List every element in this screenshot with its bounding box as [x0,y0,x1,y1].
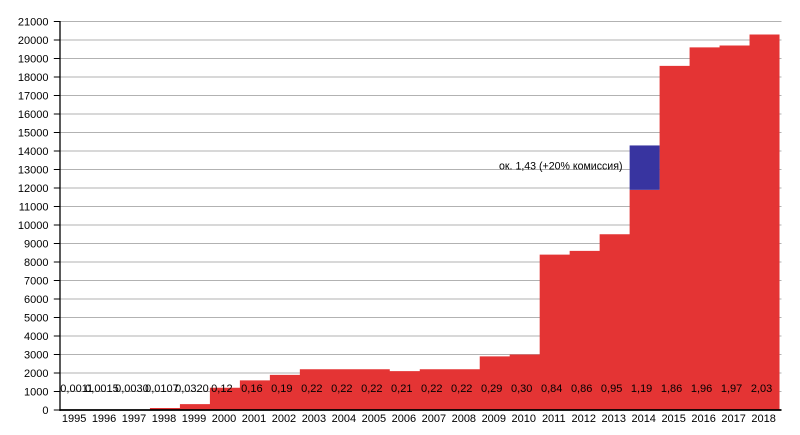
svg-text:4000: 4000 [24,331,48,343]
svg-text:2011: 2011 [542,413,566,425]
svg-text:0,86: 0,86 [571,383,592,395]
svg-text:0,22: 0,22 [421,383,442,395]
svg-text:17000: 17000 [18,91,49,103]
svg-text:9000: 9000 [24,239,48,251]
svg-text:2014: 2014 [631,413,655,425]
svg-text:2000: 2000 [24,368,48,380]
svg-text:1999: 1999 [182,413,206,425]
svg-text:0,84: 0,84 [541,383,562,395]
svg-text:ок. 1,43 (+20% комиссия): ок. 1,43 (+20% комиссия) [499,160,622,172]
svg-text:0: 0 [42,405,48,417]
svg-text:21000: 21000 [18,17,49,29]
svg-text:1,96: 1,96 [691,383,712,395]
svg-text:1995: 1995 [62,413,86,425]
svg-text:14000: 14000 [18,146,49,158]
svg-text:2003: 2003 [302,413,326,425]
svg-text:0,0030: 0,0030 [115,383,149,395]
svg-text:2,03: 2,03 [751,383,772,395]
svg-text:15000: 15000 [18,128,49,140]
svg-text:0,22: 0,22 [331,383,352,395]
svg-text:19000: 19000 [18,54,49,66]
svg-text:0,0011: 0,0011 [60,383,93,395]
svg-text:1998: 1998 [152,413,176,425]
svg-text:8000: 8000 [24,257,48,269]
svg-text:2000: 2000 [212,413,236,425]
svg-text:2004: 2004 [332,413,356,425]
svg-text:2017: 2017 [721,413,745,425]
svg-text:18000: 18000 [18,72,49,84]
svg-text:2006: 2006 [392,413,416,425]
svg-text:2015: 2015 [661,413,685,425]
svg-text:0,12: 0,12 [211,383,232,395]
svg-text:0,0107: 0,0107 [145,383,179,395]
svg-text:2001: 2001 [242,413,266,425]
svg-text:2005: 2005 [362,413,386,425]
svg-text:3000: 3000 [24,350,48,362]
svg-text:2010: 2010 [512,413,536,425]
svg-text:0,0015: 0,0015 [85,383,119,395]
svg-text:1996: 1996 [92,413,116,425]
svg-text:11000: 11000 [19,202,49,214]
svg-text:7000: 7000 [24,276,48,288]
svg-text:0,21: 0,21 [391,383,412,395]
svg-text:5000: 5000 [24,313,48,325]
svg-text:2009: 2009 [482,413,506,425]
svg-text:1,97: 1,97 [721,383,742,395]
svg-text:2008: 2008 [452,413,476,425]
svg-text:0,22: 0,22 [301,383,322,395]
svg-text:1,19: 1,19 [631,383,652,395]
svg-text:16000: 16000 [18,109,49,121]
svg-text:0,0320: 0,0320 [175,383,209,395]
svg-text:2012: 2012 [572,413,596,425]
svg-text:1,86: 1,86 [661,383,682,395]
svg-text:12000: 12000 [18,183,49,195]
svg-text:0,22: 0,22 [451,383,472,395]
svg-text:0,95: 0,95 [601,383,622,395]
svg-text:0,22: 0,22 [361,383,382,395]
svg-text:0,29: 0,29 [481,383,502,395]
svg-text:0,19: 0,19 [271,383,292,395]
svg-text:1000: 1000 [24,387,48,399]
svg-text:20000: 20000 [18,35,49,47]
svg-text:2018: 2018 [751,413,775,425]
svg-text:10000: 10000 [18,220,49,232]
svg-text:0,30: 0,30 [511,383,532,395]
svg-text:13000: 13000 [18,165,49,177]
svg-text:2002: 2002 [272,413,296,425]
svg-text:0,16: 0,16 [241,383,262,395]
svg-text:1997: 1997 [122,413,146,425]
svg-text:2013: 2013 [601,413,625,425]
svg-text:2007: 2007 [422,413,446,425]
svg-text:6000: 6000 [24,294,48,306]
svg-text:2016: 2016 [691,413,715,425]
